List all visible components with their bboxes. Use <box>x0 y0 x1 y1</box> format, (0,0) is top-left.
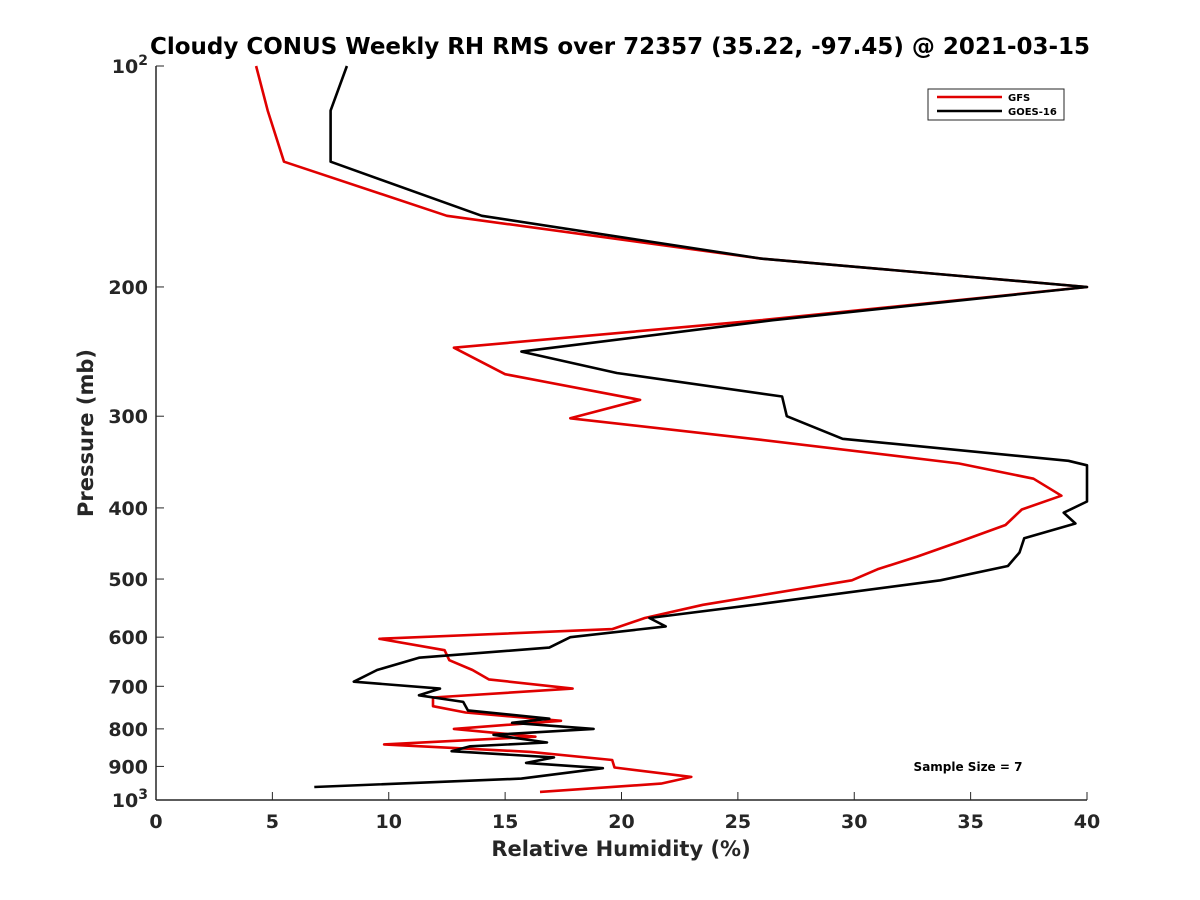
chart-title: Cloudy CONUS Weekly RH RMS over 72357 (3… <box>150 34 1090 60</box>
y-tick-label: 400 <box>108 498 148 520</box>
plot-area <box>254 65 1089 794</box>
x-tick-label: 5 <box>266 811 279 833</box>
x-tick-label: 35 <box>957 811 983 833</box>
legend-box <box>927 88 1065 121</box>
x-axis-ticks: 0 5 10 15 20 25 30 35 40 <box>149 792 1100 833</box>
legend: GFS GOES-16 <box>927 88 1065 121</box>
y-tick-label: 700 <box>108 676 148 698</box>
y-tick-label: 200 <box>108 277 148 299</box>
x-tick-label: 40 <box>1074 811 1100 833</box>
series-line-gfs <box>254 65 1089 794</box>
y-tick-label: 300 <box>108 406 148 428</box>
legend-label: GOES-16 <box>1008 107 1057 118</box>
y-tick-label: 800 <box>108 719 148 741</box>
x-axis-label: Relative Humidity (%) <box>491 837 750 861</box>
series-line-goes-16 <box>314 65 1089 789</box>
x-tick-label: 25 <box>725 811 751 833</box>
y-axis-label: Pressure (mb) <box>74 349 98 517</box>
y-tick-label: 500 <box>108 569 148 591</box>
y-tick-label: 900 <box>108 756 148 778</box>
sample-size-annotation: Sample Size = 7 <box>914 760 1023 774</box>
y-tick-label: 600 <box>108 627 148 649</box>
legend-label: GFS <box>1008 93 1030 104</box>
x-tick-label: 15 <box>492 811 518 833</box>
x-tick-label: 0 <box>149 811 162 833</box>
x-tick-label: 20 <box>608 811 634 833</box>
x-tick-label: 10 <box>376 811 402 833</box>
x-tick-label: 30 <box>841 811 867 833</box>
